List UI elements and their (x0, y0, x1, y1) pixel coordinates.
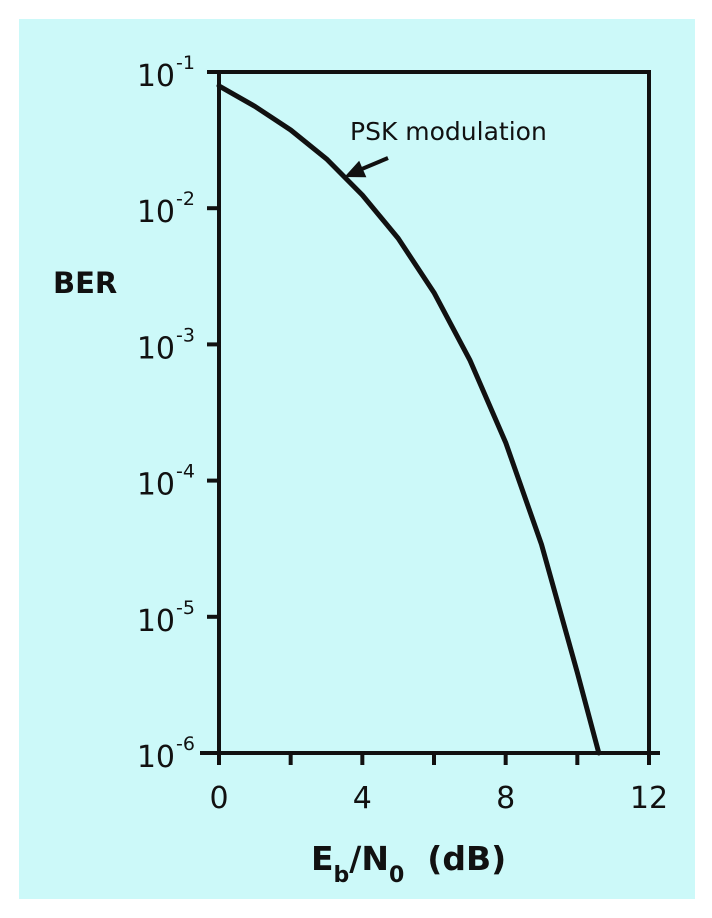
x-tick-label: 8 (496, 781, 515, 816)
y-tick-exponent: -1 (176, 52, 195, 74)
plot-frame (217, 70, 651, 755)
y-tick-exponent: -2 (176, 188, 195, 210)
psk-curve (216, 83, 602, 756)
y-tick-label: 10 (137, 468, 175, 503)
y-tick-exponent: -6 (176, 733, 195, 755)
y-tick-exponent: -4 (176, 461, 195, 483)
x-tick-label: 12 (630, 781, 668, 816)
y-tick-label: 10 (137, 195, 175, 230)
annotation-arrow-head (344, 160, 367, 178)
y-tick-exponent: -3 (176, 324, 195, 346)
y-axis-label: BER (53, 266, 117, 300)
y-tick-label: 10 (137, 740, 175, 775)
x-tick-label: 4 (353, 781, 372, 816)
y-tick-label: 10 (137, 604, 175, 639)
y-tick-exponent: -5 (176, 597, 195, 619)
x-axis-label: Eb/N0 (dB) (311, 839, 506, 888)
y-tick-label: 10 (137, 59, 175, 94)
annotation-label: PSK modulation (350, 117, 547, 146)
y-tick-label: 10 (137, 331, 175, 366)
x-tick-label: 0 (209, 781, 228, 816)
